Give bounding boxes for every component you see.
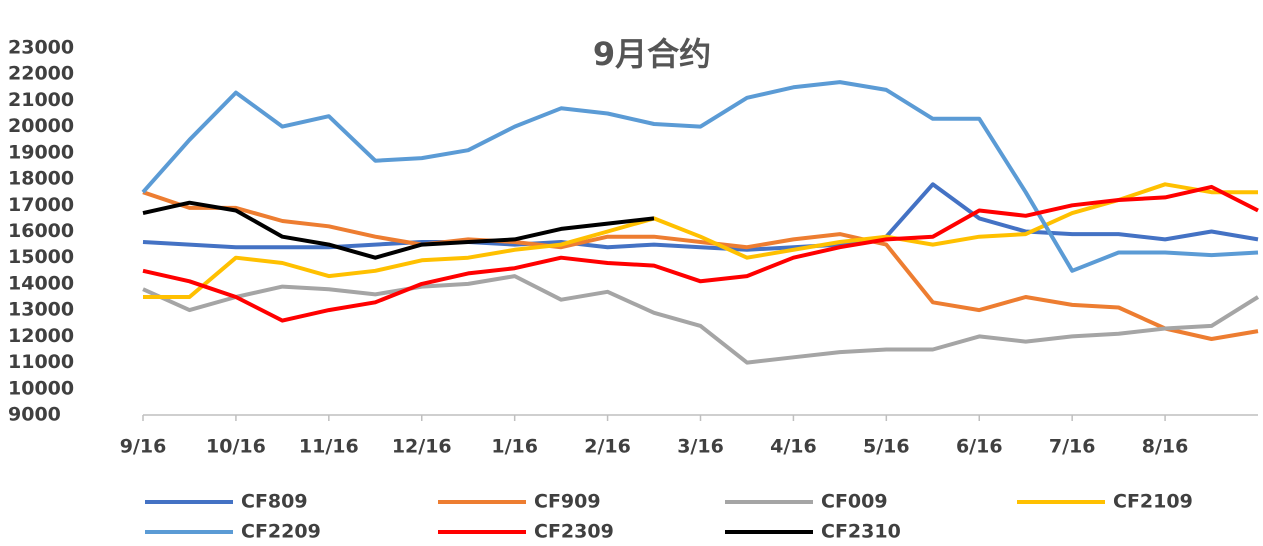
legend-label: CF2309 [534,521,614,543]
x-tick-label: 11/16 [299,436,359,458]
series-line [142,184,1259,323]
y-tick-label: 22000 [8,63,74,85]
x-tick-label: 1/16 [491,436,538,458]
x-tick-label: 8/16 [1142,436,1189,458]
legend-label: CF909 [534,491,601,513]
x-tick-label: 5/16 [863,436,910,458]
y-tick-label: 13000 [8,299,74,321]
y-tick-label: 11000 [8,351,74,373]
x-tick-label: 3/16 [677,436,724,458]
y-tick-label: 21000 [8,89,74,111]
series-line [142,182,1259,252]
y-tick-label: 12000 [8,325,74,347]
x-tick-label: 6/16 [956,436,1003,458]
y-tick-label: 15000 [8,246,74,268]
legend-label: CF009 [821,491,888,513]
x-tick-label: 9/16 [120,436,167,458]
x-tick-label: 7/16 [1049,436,1096,458]
y-tick-label: 14000 [8,272,74,294]
y-tick-label: 19000 [8,141,74,163]
y-tick-label: 10000 [8,377,74,399]
series-line [143,182,1258,299]
legend-label: CF2310 [821,521,901,543]
series-line [142,274,1260,365]
y-tick-label: 16000 [8,220,74,242]
y-tick-label: 23000 [8,37,74,59]
x-tick-label: 10/16 [206,436,266,458]
x-tick-label: 2/16 [584,436,631,458]
y-tick-label: 18000 [8,168,74,190]
series-line [142,190,1259,341]
legend-label: CF2209 [241,521,321,543]
chart-title: 9月合约 [593,35,711,73]
series-line [141,80,1259,273]
legend-label: CF809 [241,491,308,513]
legend-label: CF2109 [1113,491,1193,513]
x-tick-label: 12/16 [392,436,452,458]
y-tick-label: 20000 [8,115,74,137]
y-tick-label: 17000 [8,194,74,216]
series-line [142,200,655,260]
y-tick-label: 9000 [8,404,61,426]
x-tick-label: 4/16 [770,436,817,458]
